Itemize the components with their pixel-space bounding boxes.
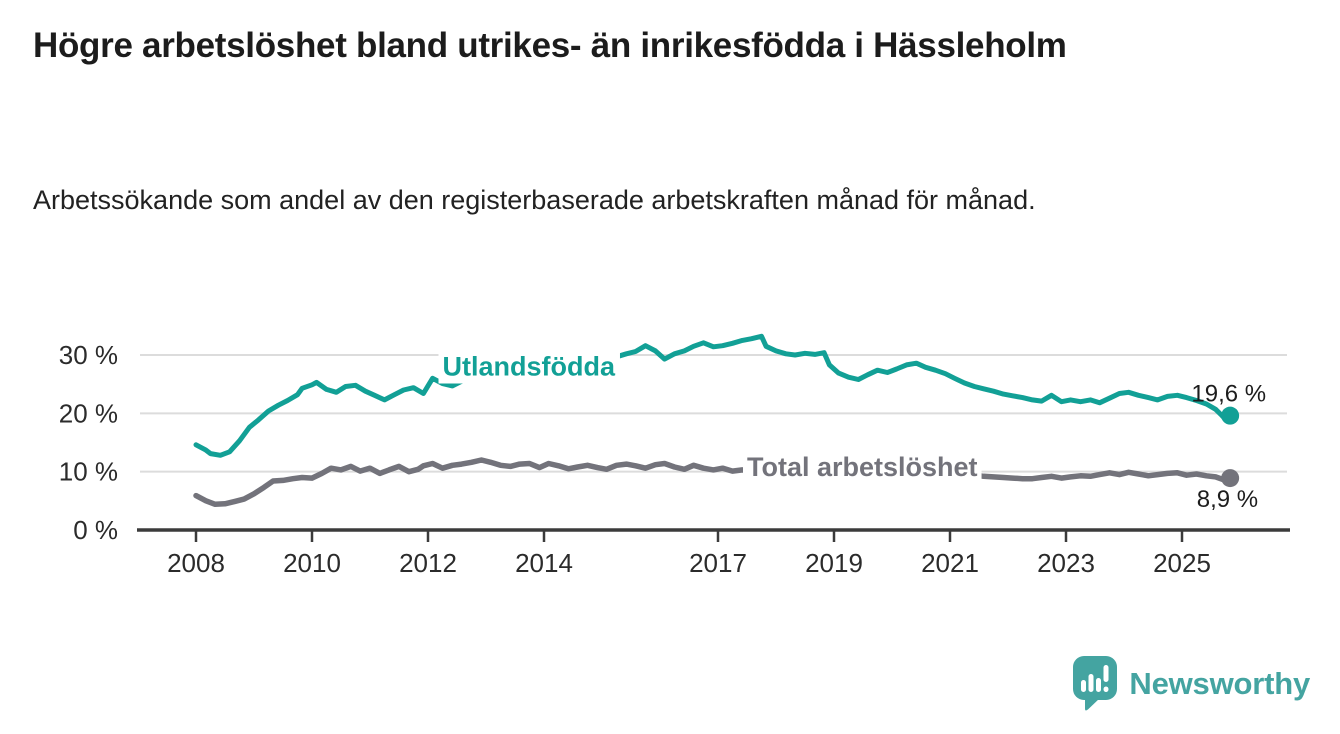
x-tick-label-2014: 2014 (515, 548, 573, 578)
end-dot-utlandsfodda (1221, 406, 1240, 425)
series-label-halo-utlandsfodda (438, 349, 620, 384)
series-line-utlandsfodda (193, 333, 1233, 458)
chart-subtitle: Arbetssökande som andel av den registerb… (33, 185, 1036, 215)
y-tick-label-30: 30 % (59, 340, 118, 370)
newsworthy-logo: Newsworthy (1072, 655, 1310, 712)
x-tick-label-2025: 2025 (1153, 548, 1211, 578)
page-title: Högre arbetslöshet bland utrikes- än inr… (33, 26, 1067, 65)
end-value-label-total: 8,9 % (1197, 486, 1258, 513)
series-label-halo-total (743, 449, 982, 484)
x-tick-label-2021: 2021 (921, 548, 979, 578)
x-tick-label-2019: 2019 (805, 548, 863, 578)
newsworthy-logo-text: Newsworthy (1129, 665, 1310, 701)
x-tick-label-2008: 2008 (167, 548, 225, 578)
newsworthy-logo-icon (1073, 656, 1118, 711)
series-label-total: Total arbetslöshet (747, 452, 978, 482)
x-tick-label-2012: 2012 (399, 548, 457, 578)
y-tick-label-0: 0 % (73, 515, 118, 545)
y-tick-label-10: 10 % (59, 457, 118, 487)
x-tick-label-2010: 2010 (283, 548, 341, 578)
x-tick-label-2017: 2017 (689, 548, 747, 578)
series-label-utlandsfodda: Utlandsfödda (443, 352, 616, 382)
series-line-total (193, 457, 1233, 508)
x-tick-label-2023: 2023 (1037, 548, 1095, 578)
end-value-label-utlandsfodda: 19,6 % (1191, 381, 1266, 408)
y-tick-label-20: 20 % (59, 398, 118, 428)
end-dot-total (1221, 469, 1240, 488)
